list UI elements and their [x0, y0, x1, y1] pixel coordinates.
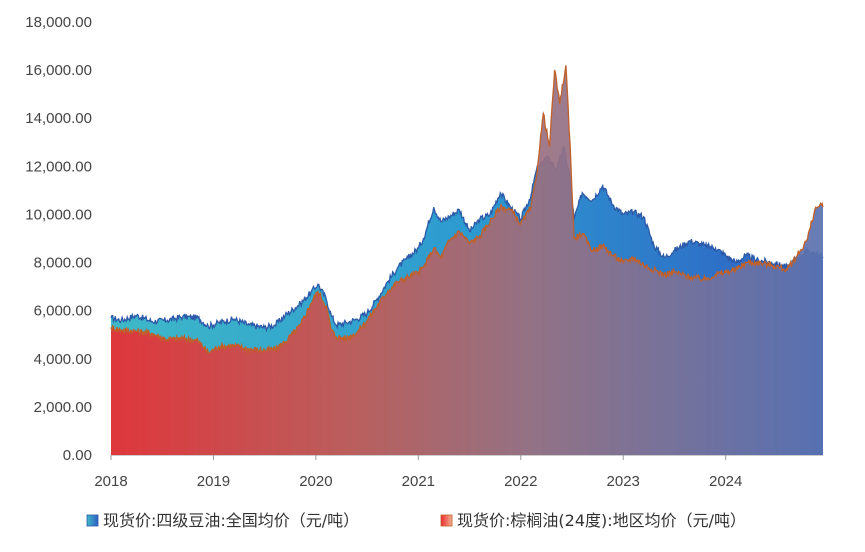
- y-tick-label: 2,000.00: [34, 399, 92, 416]
- x-tick-label: 2023: [607, 473, 640, 490]
- y-tick-label: 16,000.00: [25, 62, 92, 79]
- legend-label-0: 现货价:四级豆油:全国均价（元/吨）: [103, 511, 359, 530]
- legend-swatch-1: [440, 514, 453, 527]
- y-tick-label: 6,000.00: [34, 303, 92, 320]
- x-tick-label: 2024: [709, 473, 742, 490]
- tick-labels: 0.00 2,000.00 4,000.00 6,000.00 8,000.00 10,0…: [25, 14, 742, 490]
- series-line-0: [110, 145, 824, 333]
- y-tick-label: 10,000.00: [25, 206, 92, 223]
- series-area-1: [111, 65, 823, 456]
- x-tick-label: 2018: [94, 473, 127, 490]
- x-tick-label: 2019: [197, 473, 230, 490]
- legend: 现货价:四级豆油:全国均价（元/吨） 现货价:棕榈油(24度):地区均价（元/吨）: [86, 511, 746, 530]
- legend-label-1: 现货价:棕榈油(24度):地区均价（元/吨）: [457, 511, 746, 530]
- legend-swatch-0: [86, 514, 99, 527]
- y-tick-label: 4,000.00: [34, 351, 92, 368]
- y-tick-label: 0.00: [63, 447, 92, 464]
- y-tick-label: 14,000.00: [25, 110, 92, 127]
- y-tick-label: 8,000.00: [34, 255, 92, 272]
- x-tick-label: 2020: [299, 473, 332, 490]
- series-layer: [110, 65, 824, 456]
- axes: [110, 454, 823, 460]
- x-tick-label: 2021: [402, 473, 435, 490]
- x-tick-label: 2022: [504, 473, 537, 490]
- y-tick-label: 12,000.00: [25, 158, 92, 175]
- series-line-1: [110, 65, 824, 355]
- y-tick-label: 18,000.00: [25, 14, 92, 31]
